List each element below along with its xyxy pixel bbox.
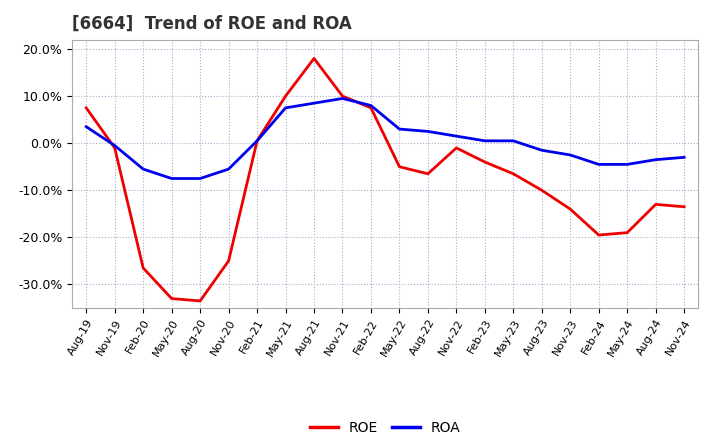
ROE [282, 93, 290, 99]
ROA [282, 105, 290, 110]
ROE [82, 105, 91, 110]
ROE [366, 105, 375, 110]
ROE [338, 93, 347, 99]
ROE [196, 298, 204, 304]
ROA [537, 147, 546, 153]
ROE [253, 138, 261, 143]
ROE [623, 230, 631, 235]
ROA [225, 166, 233, 172]
ROA [509, 138, 518, 143]
ROE [167, 296, 176, 301]
ROE [537, 187, 546, 193]
ROA [595, 162, 603, 167]
ROE [509, 171, 518, 176]
Text: [6664]  Trend of ROE and ROA: [6664] Trend of ROE and ROA [72, 15, 352, 33]
ROE [139, 265, 148, 271]
Legend: ROE, ROA: ROE, ROA [305, 415, 466, 440]
ROA [680, 155, 688, 160]
ROA [652, 157, 660, 162]
ROA [196, 176, 204, 181]
ROA [423, 129, 432, 134]
ROE [595, 232, 603, 238]
ROA [452, 133, 461, 139]
ROA [167, 176, 176, 181]
ROE [110, 145, 119, 150]
ROA [623, 162, 631, 167]
ROE [395, 164, 404, 169]
Line: ROA: ROA [86, 99, 684, 179]
ROE [566, 206, 575, 212]
ROA [253, 138, 261, 143]
ROA [82, 124, 91, 129]
ROE [423, 171, 432, 176]
ROA [366, 103, 375, 108]
ROE [452, 145, 461, 150]
ROE [480, 159, 489, 165]
ROA [395, 126, 404, 132]
ROE [680, 204, 688, 209]
ROE [225, 258, 233, 264]
ROA [110, 143, 119, 148]
ROA [480, 138, 489, 143]
ROE [652, 202, 660, 207]
ROA [310, 100, 318, 106]
ROE [310, 56, 318, 61]
ROA [338, 96, 347, 101]
Line: ROE: ROE [86, 59, 684, 301]
ROA [566, 152, 575, 158]
ROA [139, 166, 148, 172]
